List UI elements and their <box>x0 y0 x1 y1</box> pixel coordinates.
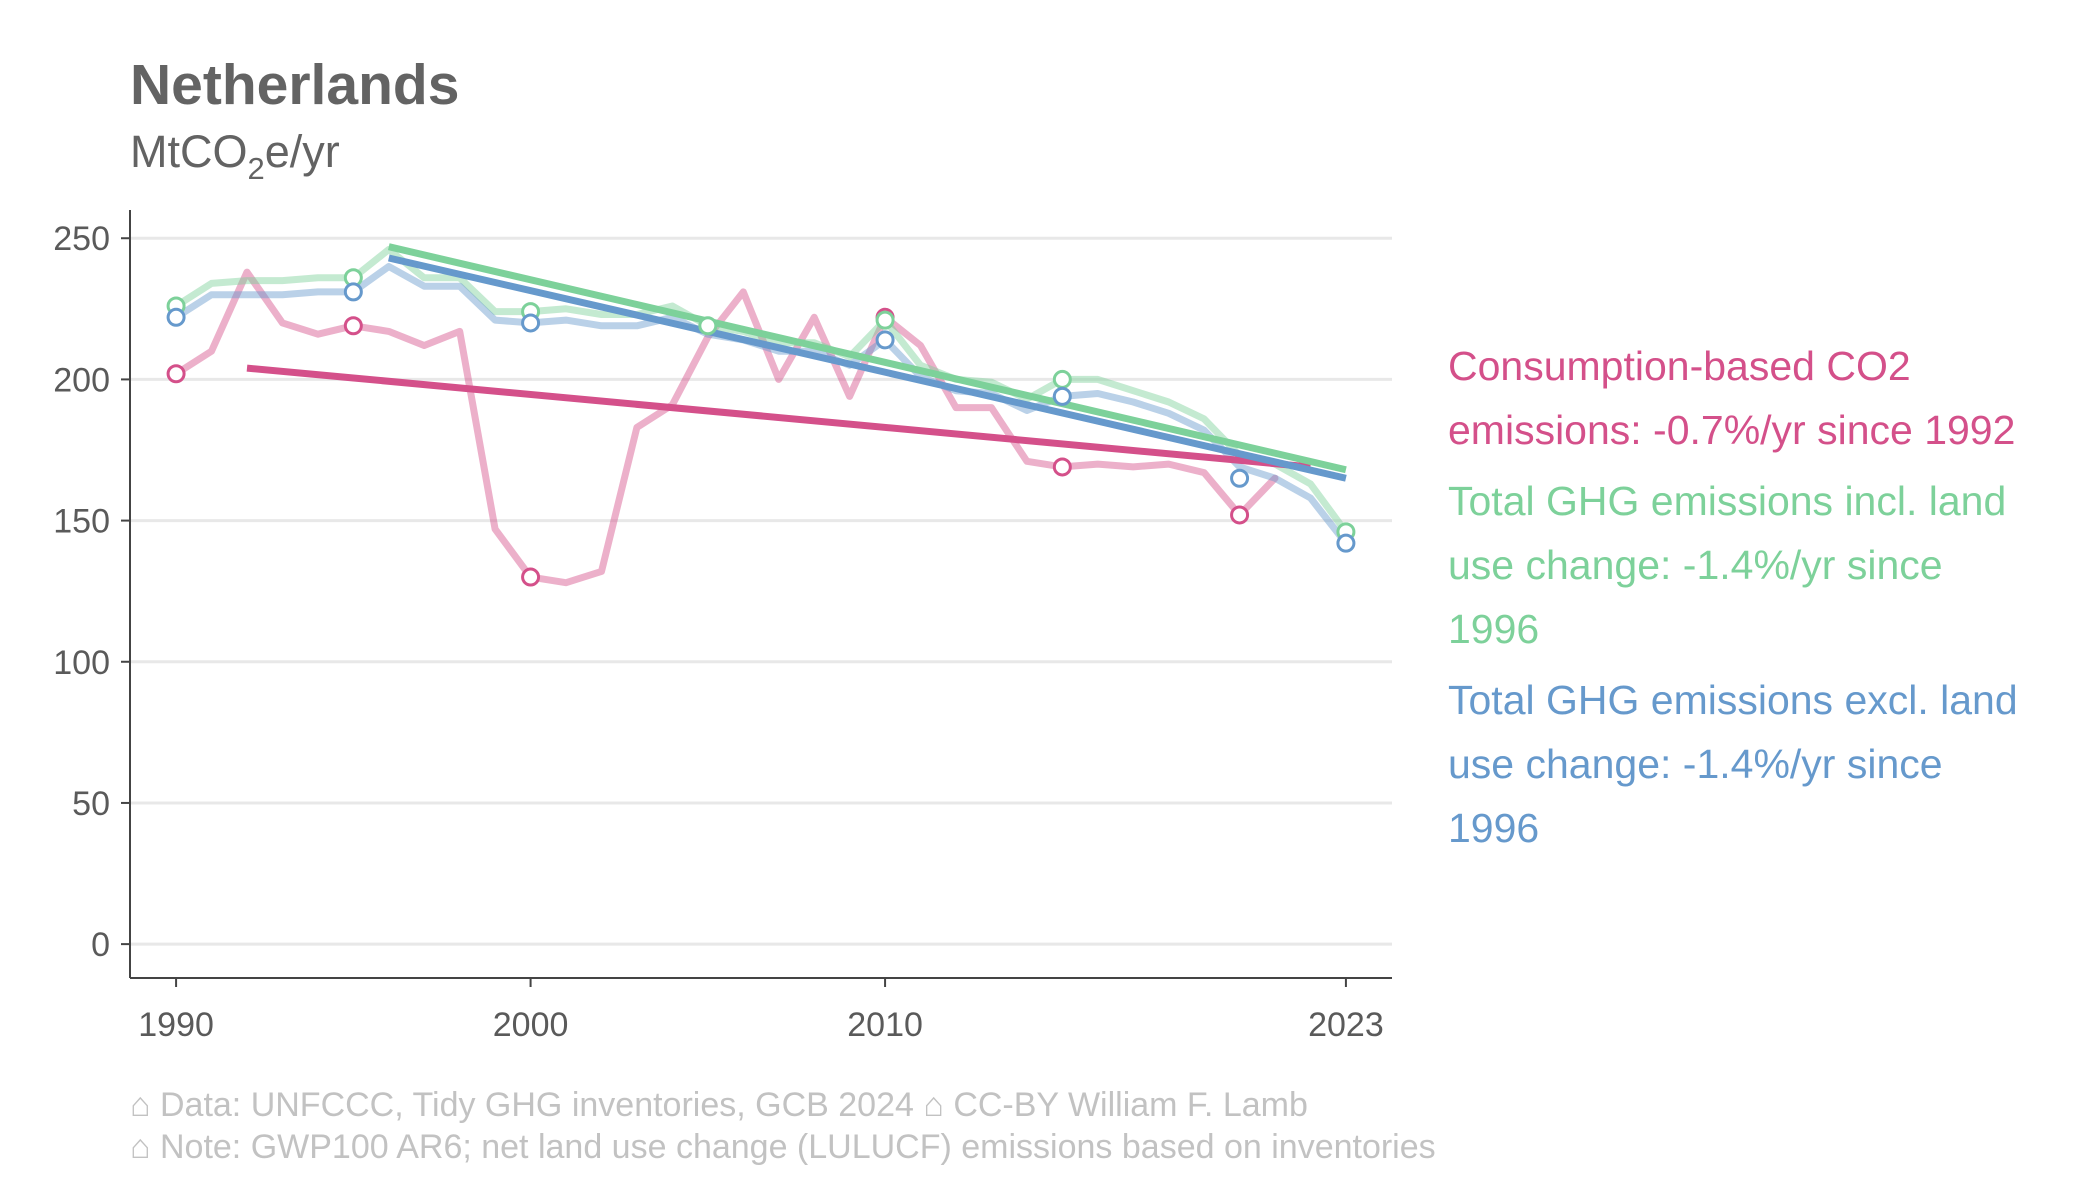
legend-excl_luc-line-2: 1996 <box>1448 805 1539 851</box>
legend-consumption-line-1: emissions: -0.7%/yr since 1992 <box>1448 407 2015 453</box>
marker-incl_luc-2015 <box>1052 369 1072 389</box>
trend-line-excl_luc <box>387 254 1347 482</box>
chart-subtitle: MtCO2e/yr <box>130 126 340 186</box>
marker-consumption-1995 <box>343 316 363 336</box>
series-line-incl_luc <box>172 246 1350 536</box>
caption-note: ⌂ Note: GWP100 AR6; net land use change … <box>130 1128 1436 1166</box>
y-tick-label-150: 150 <box>53 503 110 541</box>
marker-excl_luc-2015 <box>1052 386 1072 406</box>
legend-excl_luc-line-1: use change: -1.4%/yr since <box>1448 741 1943 787</box>
legend-excl_luc-line-0: Total GHG emissions excl. land <box>1448 677 2018 723</box>
x-tick-label-2010: 2010 <box>847 1006 923 1044</box>
marker-excl_luc-1990 <box>166 307 186 327</box>
x-tick-label-1990: 1990 <box>138 1006 214 1044</box>
y-tick-label-100: 100 <box>53 644 110 682</box>
y-tick-label-50: 50 <box>72 785 110 823</box>
legend-incl_luc-line-1: use change: -1.4%/yr since <box>1448 542 1943 588</box>
marker-consumption-1990 <box>166 364 186 384</box>
marker-incl_luc-2005 <box>698 316 718 336</box>
marker-excl_luc-2020 <box>1230 468 1250 488</box>
marker-excl_luc-2010 <box>875 330 895 350</box>
x-tick-label-2000: 2000 <box>493 1006 569 1044</box>
trend-line-incl_luc <box>387 243 1347 474</box>
caption-source: ⌂ Data: UNFCCC, Tidy GHG inventories, GC… <box>130 1086 1308 1124</box>
legend-incl_luc-line-0: Total GHG emissions incl. land <box>1448 478 2006 524</box>
y-tick-label-0: 0 <box>91 926 110 964</box>
marker-excl_luc-1995 <box>343 282 363 302</box>
legend: Consumption-based CO2 emissions: -0.7%/yr… <box>1448 343 2018 851</box>
x-tick-label-2023: 2023 <box>1308 1006 1384 1044</box>
marker-consumption-2020 <box>1230 505 1250 525</box>
trend-lines <box>246 243 1347 482</box>
marker-incl_luc-2010 <box>875 310 895 330</box>
axes: 0 50 100 150 200 250 1990 2000 2010 2023 <box>53 210 1392 1044</box>
trend-line-consumption <box>246 364 1311 471</box>
legend-incl_luc-line-2: 1996 <box>1448 606 1539 652</box>
marker-consumption-2015 <box>1052 457 1072 477</box>
chart-title: Netherlands <box>130 53 459 117</box>
marker-consumption-2000 <box>521 567 541 587</box>
y-tick-label-200: 200 <box>53 361 110 399</box>
marker-excl_luc-2000 <box>521 313 541 333</box>
marker-excl_luc-2023 <box>1336 533 1356 553</box>
y-tick-label-250: 250 <box>53 220 110 258</box>
markers <box>166 268 1356 587</box>
legend-consumption-line-0: Consumption-based CO2 <box>1448 343 1911 389</box>
